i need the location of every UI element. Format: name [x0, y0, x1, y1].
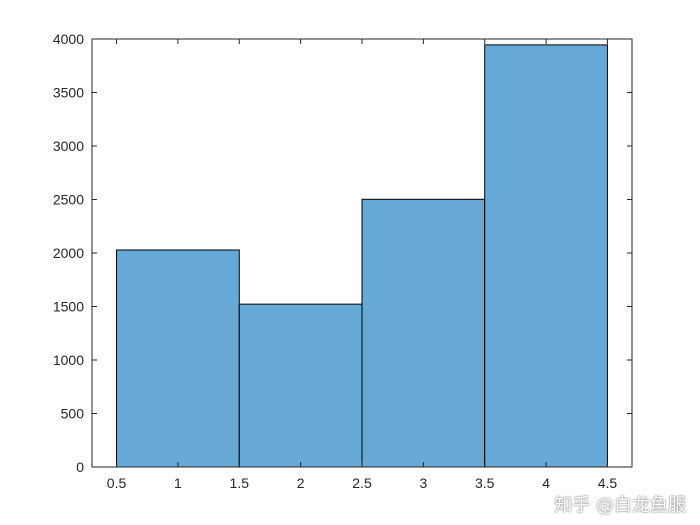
x-tick-label: 3 [419, 475, 427, 491]
y-tick-label: 4000 [53, 31, 84, 47]
x-tick-label: 2 [297, 475, 305, 491]
y-tick-label: 0 [76, 459, 84, 475]
y-tick-label: 2000 [53, 245, 84, 261]
x-tick-label: 3.5 [475, 475, 495, 491]
x-tick-label: 4.5 [598, 475, 618, 491]
y-tick-label: 3500 [53, 85, 84, 101]
x-tick-label: 1 [174, 475, 182, 491]
y-tick-label: 500 [61, 406, 85, 422]
x-tick-label: 2.5 [352, 475, 372, 491]
histogram-bar [238, 303, 363, 468]
y-tick-label: 1000 [53, 352, 84, 368]
y-tick-label: 2500 [53, 192, 84, 208]
watermark: 知乎 @白龙鱼服 [554, 495, 686, 516]
histogram-bar [484, 44, 608, 468]
histogram-bar [116, 249, 240, 468]
x-tick-label: 0.5 [107, 475, 127, 491]
x-tick-label: 1.5 [230, 475, 250, 491]
x-tick-label: 4 [542, 475, 550, 491]
y-tick-label: 3000 [53, 138, 84, 154]
histogram-bar [361, 198, 486, 468]
y-tick-label: 1500 [53, 299, 84, 315]
